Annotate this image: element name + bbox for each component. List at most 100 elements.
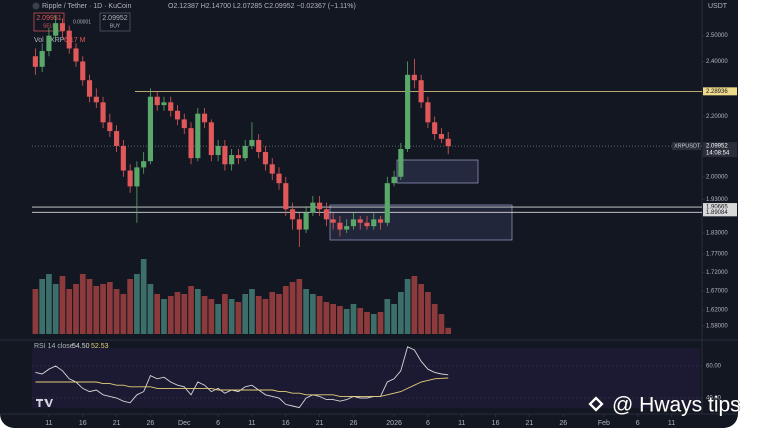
- volume-bar: [296, 279, 303, 334]
- zone-box: [329, 204, 513, 241]
- candle-body: [32, 56, 38, 67]
- x-tick-label: 16: [282, 420, 290, 427]
- volume-bar: [208, 299, 215, 334]
- y-tick-label: 2.50000: [706, 33, 728, 39]
- buy-price: 2.09952: [102, 15, 127, 22]
- volume-bar: [276, 294, 282, 334]
- volume-bar: [93, 286, 100, 334]
- volume-bar: [310, 294, 316, 334]
- y-tick-label: 2.20000: [706, 114, 728, 120]
- candle-body: [330, 219, 336, 223]
- candle-body: [66, 30, 72, 49]
- volume-bar: [127, 279, 133, 334]
- x-tick-label: 26: [147, 420, 155, 427]
- volume-bar: [330, 304, 337, 334]
- candle-body: [59, 23, 66, 31]
- volume-bar: [316, 296, 323, 334]
- volume-bar: [357, 308, 364, 334]
- level-label-box: [703, 203, 737, 212]
- volume-bar: [113, 289, 120, 334]
- volume-bar: [100, 284, 106, 334]
- x-tick-label: 26: [559, 420, 567, 427]
- volume-bar: [431, 304, 438, 334]
- countdown: 14:08:54: [706, 151, 730, 157]
- ohlc-readout: O2.12387 H2.14700 L2.07285 C2.09952 −0.0…: [168, 3, 356, 10]
- candle-body: [127, 170, 133, 187]
- volume-bar: [228, 299, 235, 334]
- volume-bar: [66, 289, 73, 334]
- rsi-tick-label: 40.00: [706, 396, 722, 402]
- x-tick-label: 21: [316, 420, 324, 427]
- y-tick-label: 1.62000: [706, 308, 728, 314]
- level-label-box: [703, 87, 737, 96]
- x-tick-label: 6: [426, 420, 430, 427]
- x-tick-label: 11: [248, 420, 255, 427]
- volume-bar: [303, 289, 309, 334]
- volume-bar: [79, 274, 86, 334]
- candle-body: [107, 122, 113, 132]
- candle-body: [432, 122, 438, 135]
- volume-bar: [289, 282, 296, 334]
- candle-body: [161, 102, 167, 106]
- candle-body: [229, 155, 235, 165]
- candle-body: [391, 176, 397, 184]
- candle-body: [208, 122, 214, 156]
- candle-body: [425, 102, 431, 123]
- volume-bar: [194, 289, 201, 334]
- x-tick-label: Dec: [178, 420, 191, 427]
- volume-bar: [262, 299, 269, 334]
- volume-bar: [445, 327, 452, 334]
- candle-body: [445, 138, 451, 147]
- candle-body: [418, 80, 424, 103]
- candle-body: [337, 222, 343, 230]
- candle-body: [235, 155, 241, 159]
- candle-body: [384, 183, 390, 223]
- volume-bar: [52, 284, 59, 334]
- symbol-tag-text: XRPUSDT: [674, 144, 701, 150]
- volume-bar: [161, 299, 167, 334]
- candle-body: [411, 74, 417, 81]
- candle-body: [398, 148, 404, 177]
- candle-body: [222, 145, 228, 165]
- symbol-icon: [32, 2, 40, 10]
- zone-box: [396, 159, 479, 184]
- volume-bar: [140, 259, 147, 334]
- candle-body: [154, 96, 160, 106]
- volume-bar: [242, 294, 249, 334]
- candle-body: [202, 113, 208, 123]
- x-tick-label: 11: [458, 420, 465, 427]
- candle-body: [80, 61, 86, 81]
- volume-bar: [73, 284, 79, 334]
- spread: 0.00001: [73, 19, 91, 25]
- x-tick-label: 21: [526, 420, 534, 427]
- volume-bar: [350, 304, 357, 334]
- y-tick-label: 1.83000: [706, 231, 728, 237]
- x-tick-label: 26: [350, 420, 358, 427]
- sell-label: SELL: [43, 23, 55, 29]
- candle-body: [364, 222, 370, 227]
- buy-label: BUY: [110, 23, 121, 29]
- volume-bar: [59, 276, 66, 334]
- watermark-logo: [587, 395, 605, 413]
- candle-body: [269, 164, 275, 174]
- candle-body: [262, 152, 269, 165]
- x-tick-label: 6: [636, 420, 640, 427]
- candle-body: [405, 74, 411, 149]
- volume-bar: [404, 279, 411, 334]
- volume-last: 6.17 M: [64, 37, 86, 44]
- symbol-title: Ripple / Tether · 1D · KuCoin: [42, 3, 131, 10]
- x-tick-label: 16: [492, 420, 500, 427]
- volume-bar: [174, 292, 181, 334]
- y-tick-label: 1.93000: [706, 197, 728, 203]
- candle-body: [195, 113, 201, 159]
- volume-bar: [323, 302, 330, 334]
- buy-button[interactable]: [99, 12, 131, 32]
- candle-body: [147, 96, 154, 162]
- level-label-box: [703, 208, 737, 217]
- volume-bar: [181, 294, 188, 334]
- x-tick-label: 16: [79, 420, 87, 427]
- volume-bar: [154, 294, 161, 334]
- volume-bar: [255, 296, 262, 334]
